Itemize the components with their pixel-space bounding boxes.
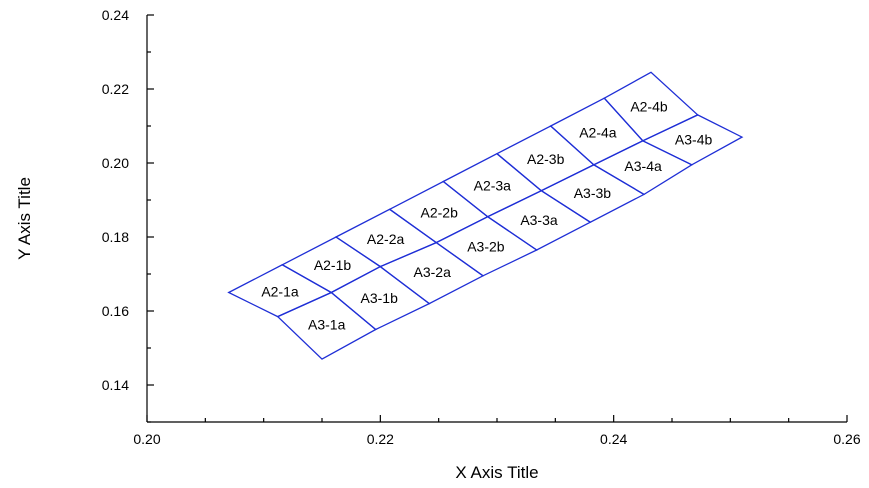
cell-mesh	[227, 71, 744, 360]
cell-label: A3-2a	[414, 264, 452, 280]
x-tick-label: 0.26	[833, 431, 860, 447]
x-axis-title: X Axis Title	[455, 463, 538, 482]
cell-label: A3-4b	[675, 131, 713, 147]
cell-label: A2-3a	[474, 178, 512, 194]
cell-label: A2-2b	[421, 205, 459, 221]
y-tick-label: 0.24	[102, 7, 129, 23]
cell-labels: A2-1a A2-1b A2-2a A2-2b A2-3a A2-3b A2-4a A2-4b…	[261, 99, 712, 333]
y-tick-label: 0.18	[102, 229, 129, 245]
cell-label: A3-4a	[624, 158, 662, 174]
x-tick-label: 0.22	[367, 431, 394, 447]
cell-label: A2-3b	[527, 151, 565, 167]
cell-label: A2-4b	[630, 99, 668, 115]
cell-label: A3-3a	[520, 212, 558, 228]
y-tick-label: 0.22	[102, 81, 129, 97]
x-tick-label: 0.20	[133, 431, 160, 447]
cell-label: A2-1a	[261, 284, 299, 300]
y-tick-label: 0.20	[102, 155, 129, 171]
cell-label: A2-2a	[367, 231, 405, 247]
cell-label: A3-2b	[467, 238, 505, 254]
y-tick-label: 0.14	[102, 377, 129, 393]
y-tick-label: 0.16	[102, 303, 129, 319]
cell-label: A3-1b	[361, 290, 399, 306]
cell-label: A2-1b	[314, 257, 352, 273]
cell-label: A3-1a	[308, 316, 346, 332]
cell-label: A2-4a	[579, 125, 617, 141]
axes: 0.20 0.22 0.24 0.26 0.140.160.180.200.220.2…	[102, 7, 861, 447]
mesh-cell-a3-4b	[641, 114, 744, 166]
y-ticks: 0.14 0.16 0.18 0.20 0.22 0.24	[102, 7, 154, 423]
x-tick-label: 0.24	[600, 431, 627, 447]
cell-label: A3-3b	[574, 185, 612, 201]
x-ticks: 0.20 0.22 0.24 0.26	[133, 415, 861, 447]
y-axis-title: Y Axis Title	[15, 177, 34, 260]
